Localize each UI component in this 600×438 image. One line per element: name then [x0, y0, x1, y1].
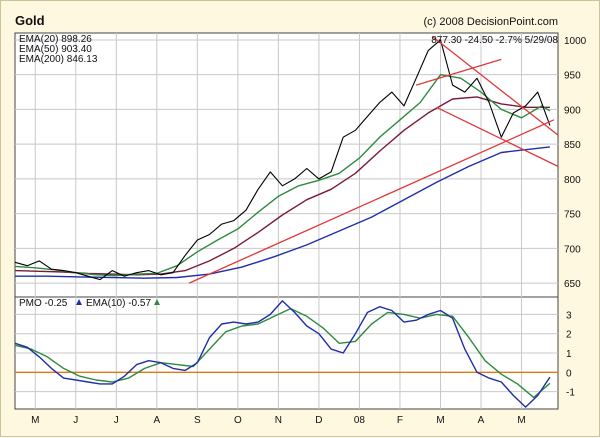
ema10-up-arrow-icon [154, 299, 160, 305]
pmo-y-tick-label: 0 [566, 368, 572, 379]
last-quote: 877.30 -24.50 -2.7% 5/29/08 [431, 35, 558, 46]
price-y-tick-label: 650 [564, 279, 581, 290]
copyright-text: (c) 2008 DecisionPoint.com [423, 16, 558, 28]
series-ema-10- [14, 307, 551, 399]
trend-line [431, 35, 559, 136]
series-pmo [14, 300, 551, 408]
chart-title: Gold [15, 13, 45, 28]
x-tick-label: A [153, 415, 160, 426]
trend-line [188, 119, 555, 284]
price-panel [14, 32, 559, 298]
legend-pmo: PMO -0.25 [19, 298, 68, 309]
pmo-y-tick-labels: -1 0 1 2 3 [566, 310, 575, 398]
x-tick-label: M [517, 415, 525, 426]
price-y-tick-labels: 650 700 750 800 850 900 950 1000 [564, 36, 587, 290]
legend-ema20: EMA(20) 898.26 [19, 34, 92, 45]
x-tick-label: J [114, 415, 119, 426]
x-tick-label: A [478, 415, 485, 426]
series-gold [14, 39, 551, 281]
price-y-tick-label: 950 [564, 71, 581, 82]
pmo-y-tick-label: 3 [566, 310, 572, 321]
pmo-y-tick-label: 1 [566, 349, 572, 360]
x-tick-label: J [73, 415, 78, 426]
x-tick-label: O [234, 415, 242, 426]
price-y-tick-label: 1000 [564, 36, 587, 47]
legend-pmo-ema10: EMA(10) -0.57 [86, 298, 151, 309]
x-tick-label: M [436, 415, 444, 426]
trend-lines [188, 35, 559, 284]
series-ema-200- [15, 146, 550, 279]
legend-ema50: EMA(50) 903.40 [19, 44, 92, 55]
x-tick-label: N [275, 415, 282, 426]
pmo-y-tick-label: -1 [566, 388, 575, 399]
trend-line [415, 58, 502, 86]
price-y-tick-label: 900 [564, 105, 581, 116]
price-y-tick-label: 800 [564, 175, 581, 186]
price-y-tick-label: 750 [564, 210, 581, 221]
x-tick-labels: M J J A S O N D 08 F M A M [31, 415, 526, 426]
price-y-tick-label: 850 [564, 140, 581, 151]
pmo-series [14, 300, 551, 408]
x-tick-label: M [31, 415, 39, 426]
pmo-up-arrow-icon [76, 299, 82, 305]
price-y-tick-label: 700 [564, 244, 581, 255]
price-grid [15, 33, 558, 297]
x-tick-label: S [194, 415, 201, 426]
series-ema-50- [14, 96, 550, 276]
trend-line [436, 106, 559, 167]
price-series [14, 39, 551, 281]
x-tick-label: D [315, 415, 322, 426]
legend-ema200: EMA(200) 846.13 [19, 54, 98, 65]
x-tick-label: F [397, 415, 403, 426]
pmo-y-tick-label: 2 [566, 330, 572, 341]
x-tick-label: 08 [354, 415, 366, 426]
